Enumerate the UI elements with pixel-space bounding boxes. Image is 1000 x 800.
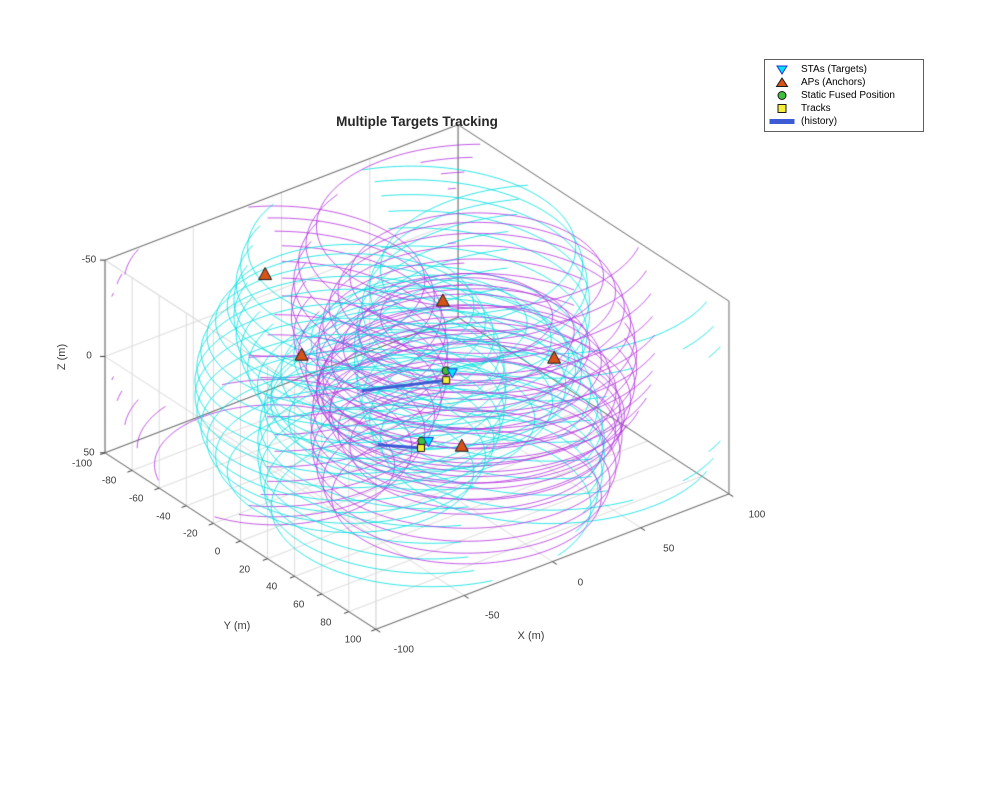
legend-item-history[interactable]: (history) — [769, 115, 919, 128]
x-tick-label: -50 — [484, 610, 500, 622]
ap-anchor-marker-icon — [769, 77, 795, 88]
y-axis-label: Y (m) — [223, 620, 251, 632]
x-tick-label: 100 — [748, 509, 766, 521]
y-tick-label: -20 — [183, 528, 198, 540]
x-tick-label: 0 — [577, 577, 584, 589]
x-tick-label: -100 — [393, 644, 414, 656]
x-axis-label: X (m) — [517, 630, 545, 642]
legend-label-tracks: Tracks — [801, 103, 831, 114]
track-marker-icon — [769, 103, 795, 114]
legend-item-stas-targets[interactable]: STAs (Targets) — [769, 63, 919, 76]
y-tick-label: 20 — [239, 564, 251, 576]
z-tick-label: 50 — [83, 447, 95, 459]
legend-item-tracks[interactable]: Tracks — [769, 102, 919, 115]
y-tick-label: -60 — [128, 493, 144, 505]
legend-label-stas: STAs (Targets) — [801, 64, 867, 75]
fused-position-marker-icon — [769, 90, 795, 101]
y-tick-label: -80 — [101, 475, 117, 487]
y-tick-label: 40 — [266, 581, 278, 593]
y-tick-label: -100 — [72, 458, 93, 470]
sta-target-marker-icon — [769, 64, 795, 75]
z-axis-label: Z (m) — [56, 343, 68, 371]
legend-label-history: (history) — [801, 116, 838, 127]
plot-title: Multiple Targets Tracking — [336, 114, 498, 129]
z-tick-label: 0 — [86, 350, 92, 362]
y-tick-label: 80 — [320, 617, 332, 629]
z-tick-label: -50 — [81, 254, 97, 266]
y-tick-label: 60 — [293, 599, 305, 611]
x-tick-label: 50 — [663, 543, 675, 555]
history-line-icon — [769, 116, 795, 127]
legend-label-aps: APs (Anchors) — [801, 77, 866, 88]
y-tick-label: 100 — [344, 634, 362, 646]
y-tick-label: 0 — [214, 546, 221, 558]
y-tick-label: -40 — [156, 511, 171, 523]
legend: STAs (Targets) APs (Anchors) Static Fuse… — [764, 59, 924, 132]
legend-item-static-fused-position[interactable]: Static Fused Position — [769, 89, 919, 102]
legend-item-aps-anchors[interactable]: APs (Anchors) — [769, 76, 919, 89]
legend-label-fused: Static Fused Position — [801, 90, 895, 101]
